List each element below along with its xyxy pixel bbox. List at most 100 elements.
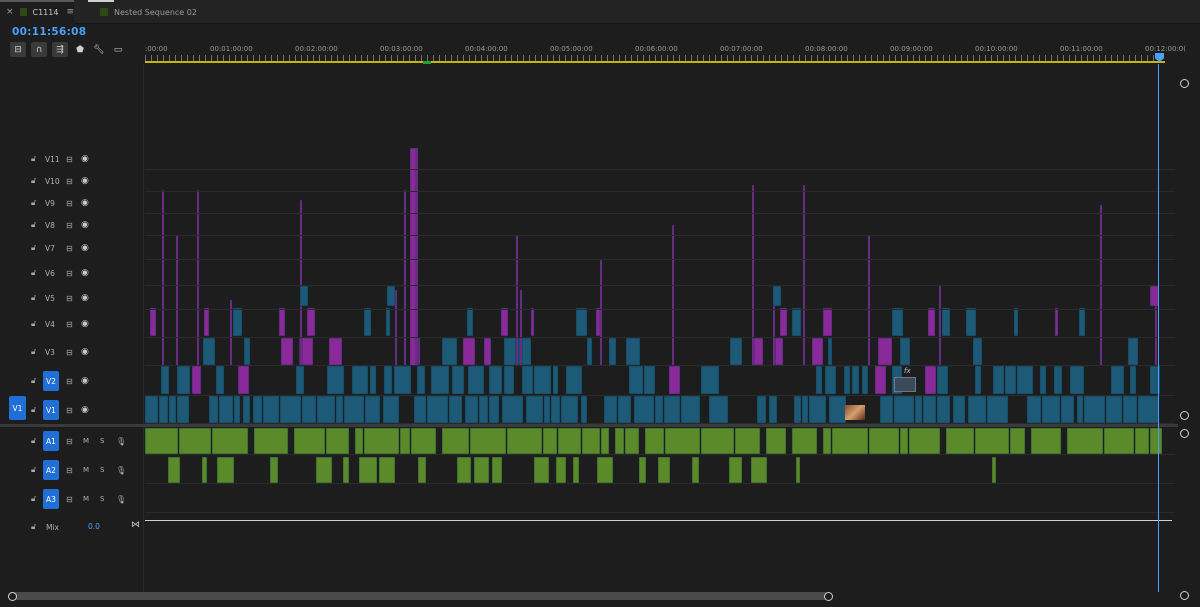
playhead-handle[interactable] bbox=[1155, 53, 1164, 62]
track-target[interactable]: V9 bbox=[45, 198, 55, 208]
video-clip[interactable] bbox=[628, 365, 644, 395]
audio-track-lane[interactable] bbox=[145, 485, 1175, 513]
mix-end-icon[interactable]: ⋈ bbox=[131, 520, 140, 530]
mute-button[interactable]: M bbox=[83, 466, 90, 474]
eye-icon[interactable]: ◉ bbox=[81, 376, 89, 386]
filmstrip-icon[interactable]: ⊟ bbox=[66, 268, 73, 278]
video-clip[interactable] bbox=[394, 289, 398, 367]
lock-icon[interactable]: 🔓︎ bbox=[31, 293, 37, 302]
eye-icon[interactable]: ◉ bbox=[81, 319, 89, 329]
video-clip[interactable] bbox=[229, 299, 233, 367]
snap-icon[interactable]: ∩ bbox=[31, 42, 47, 57]
video-clip[interactable] bbox=[974, 365, 982, 395]
video-clip[interactable] bbox=[552, 365, 559, 395]
video-track-lane[interactable] bbox=[145, 338, 1175, 366]
audio-clip[interactable] bbox=[363, 427, 400, 455]
video-clip[interactable] bbox=[772, 285, 782, 307]
track-target[interactable]: V10 bbox=[45, 176, 60, 186]
audio-clip[interactable] bbox=[410, 427, 437, 455]
audio-clip[interactable] bbox=[664, 427, 701, 455]
video-clip[interactable] bbox=[1078, 307, 1086, 337]
video-clip[interactable] bbox=[237, 365, 250, 395]
video-clip[interactable] bbox=[369, 365, 377, 395]
mic-icon[interactable]: 🎙︎ bbox=[116, 494, 127, 504]
video-track-lane[interactable] bbox=[145, 310, 1175, 338]
audio-clip[interactable] bbox=[253, 427, 289, 455]
audio-clip[interactable] bbox=[700, 427, 735, 455]
video-clip[interactable] bbox=[1016, 365, 1034, 395]
nest-icon[interactable]: ⊟ bbox=[10, 42, 26, 57]
video-clip[interactable] bbox=[924, 365, 937, 395]
eye-icon[interactable]: ◉ bbox=[81, 243, 89, 253]
eye-icon[interactable]: ◉ bbox=[81, 154, 89, 164]
filmstrip-icon[interactable]: ⊟ bbox=[66, 376, 73, 386]
video-clip[interactable] bbox=[874, 365, 887, 395]
eye-icon[interactable]: ◉ bbox=[81, 347, 89, 357]
video-clip[interactable] bbox=[383, 365, 393, 395]
mic-icon[interactable]: 🎙︎ bbox=[116, 465, 127, 475]
video-clip[interactable] bbox=[779, 307, 788, 337]
video-clip[interactable] bbox=[363, 307, 372, 337]
solo-button[interactable]: S bbox=[100, 495, 105, 503]
video-track-lane[interactable] bbox=[145, 366, 1175, 396]
audio-clip[interactable] bbox=[1066, 427, 1104, 455]
lock-icon[interactable]: 🔓︎ bbox=[31, 198, 37, 207]
video-clip[interactable] bbox=[861, 365, 869, 395]
menu-icon[interactable]: ≡ bbox=[66, 7, 74, 17]
clip-thumbnail[interactable] bbox=[894, 377, 916, 392]
mute-button[interactable]: M bbox=[83, 495, 90, 503]
video-clip[interactable] bbox=[530, 307, 535, 337]
video-clip[interactable] bbox=[751, 184, 755, 367]
video-clip[interactable] bbox=[668, 365, 681, 395]
track-target[interactable]: A3 bbox=[43, 489, 59, 509]
video-clip[interactable] bbox=[671, 224, 675, 367]
video-clip[interactable] bbox=[643, 365, 656, 395]
eye-icon[interactable]: ◉ bbox=[81, 405, 89, 415]
lock-icon[interactable]: 🔓︎ bbox=[31, 347, 37, 356]
video-clip[interactable] bbox=[326, 365, 345, 395]
video-clip[interactable] bbox=[565, 365, 583, 395]
filmstrip-icon[interactable]: ⊟ bbox=[66, 436, 73, 446]
video-clip[interactable] bbox=[306, 307, 316, 337]
video-clip[interactable] bbox=[791, 307, 802, 337]
video-clip[interactable] bbox=[1129, 365, 1137, 395]
horizontal-zoom-scrollbar[interactable] bbox=[8, 592, 830, 600]
video-clip[interactable] bbox=[992, 365, 1005, 395]
audio-clip[interactable] bbox=[211, 427, 249, 455]
video-track-lane[interactable] bbox=[145, 192, 1175, 214]
video-clip[interactable] bbox=[822, 307, 833, 337]
track-target[interactable]: V3 bbox=[45, 347, 55, 357]
filmstrip-icon[interactable]: ⊟ bbox=[66, 198, 73, 208]
track-target[interactable]: V7 bbox=[45, 243, 55, 253]
filmstrip-icon[interactable]: ⊟ bbox=[66, 243, 73, 253]
time-ruler[interactable]: :00:00 00:01:00:00 00:02:00:00 00:03:00:00 0… bbox=[145, 40, 1186, 64]
video-clip[interactable] bbox=[466, 307, 474, 337]
audio-clip[interactable] bbox=[945, 427, 975, 455]
video-clip[interactable] bbox=[1110, 365, 1125, 395]
filmstrip-icon[interactable]: ⊟ bbox=[66, 405, 73, 415]
video-clip[interactable] bbox=[386, 285, 396, 307]
audio-clip[interactable] bbox=[908, 427, 941, 455]
eye-icon[interactable]: ◉ bbox=[81, 293, 89, 303]
mix-volume-line[interactable] bbox=[145, 520, 1172, 521]
playhead-line[interactable] bbox=[1158, 64, 1159, 592]
track-target[interactable]: A1 bbox=[43, 431, 59, 451]
audio-clip[interactable] bbox=[868, 427, 900, 455]
video-clip[interactable] bbox=[467, 365, 485, 395]
marker-icon[interactable]: ⬟ bbox=[76, 44, 84, 55]
video-clip[interactable] bbox=[891, 307, 904, 337]
vscroll-audio-bottom-knob[interactable] bbox=[1180, 591, 1189, 600]
video-clip[interactable] bbox=[351, 365, 369, 395]
video-clip[interactable] bbox=[299, 199, 303, 367]
video-clip[interactable] bbox=[936, 365, 949, 395]
video-track-lane[interactable] bbox=[145, 170, 1175, 192]
video-clip[interactable] bbox=[215, 365, 225, 395]
video-clip[interactable] bbox=[149, 307, 157, 337]
track-target[interactable]: V11 bbox=[45, 154, 60, 164]
filmstrip-icon[interactable]: ⊟ bbox=[66, 154, 73, 164]
vscroll-audio-top-knob[interactable] bbox=[1180, 429, 1189, 438]
video-clip[interactable] bbox=[191, 365, 202, 395]
video-clip[interactable] bbox=[1013, 307, 1019, 337]
audio-clip[interactable] bbox=[469, 427, 507, 455]
hscroll-right-knob[interactable] bbox=[824, 592, 833, 601]
